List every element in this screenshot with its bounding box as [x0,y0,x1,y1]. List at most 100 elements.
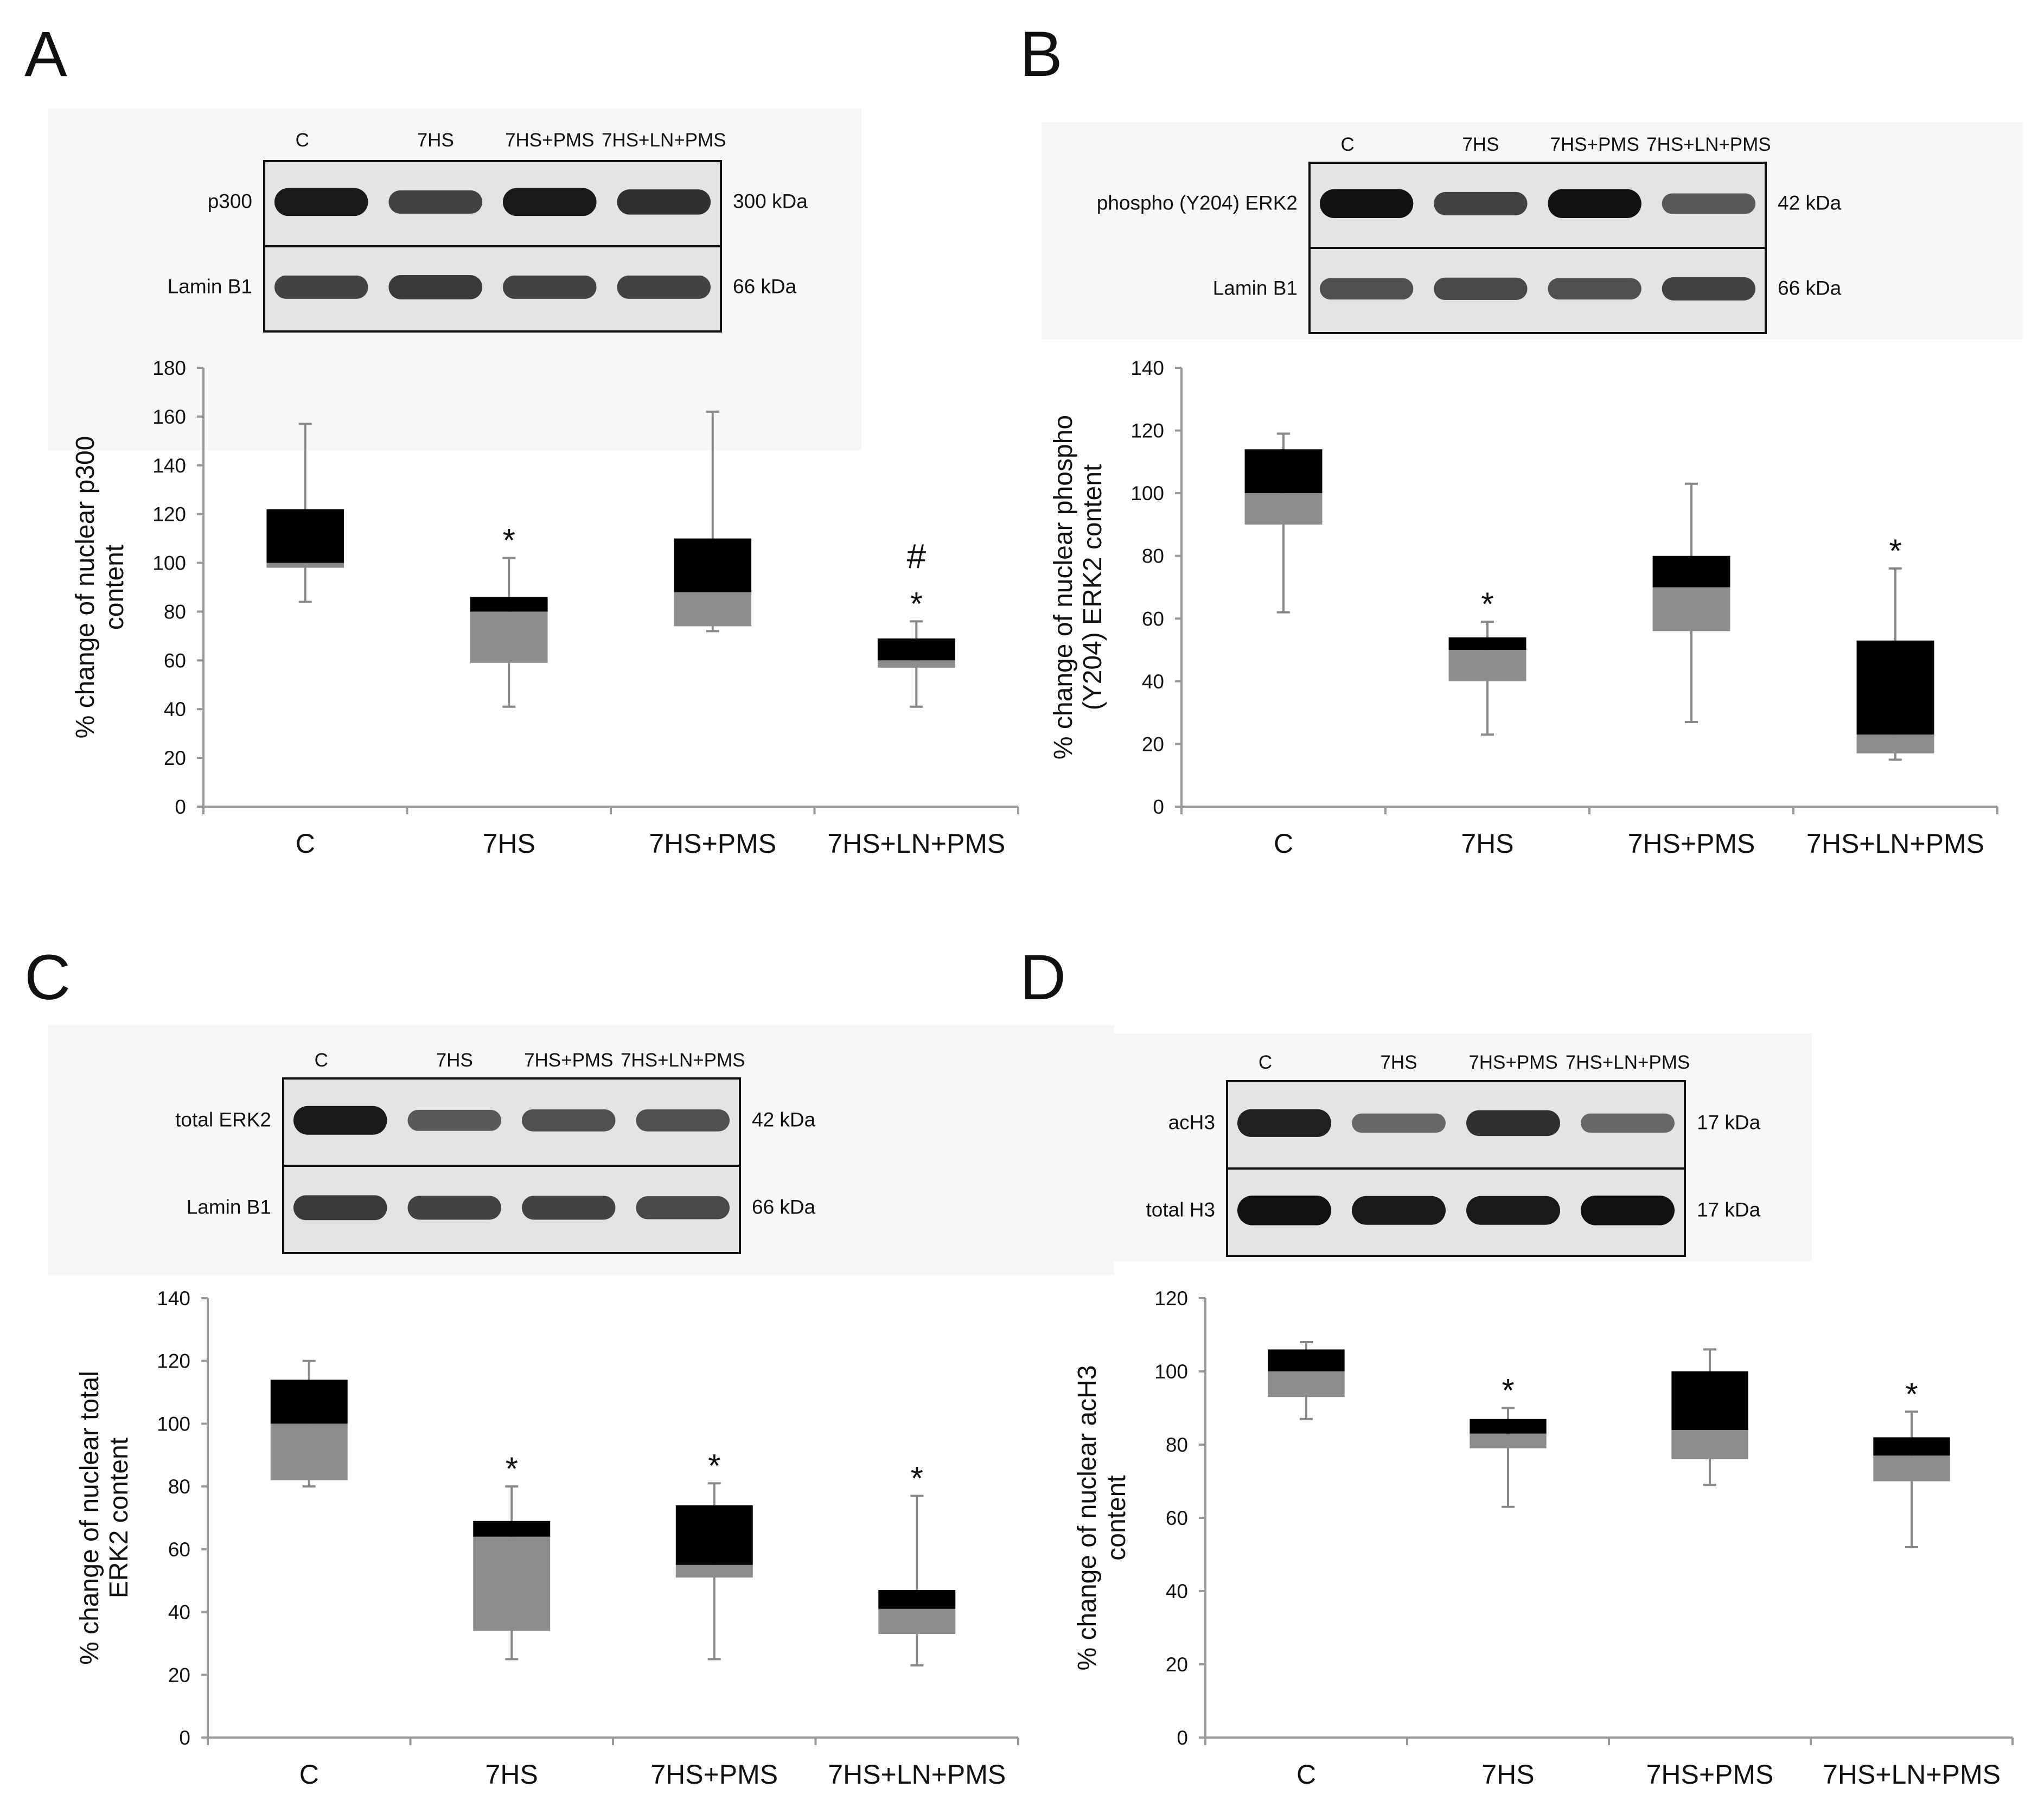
box-upper [877,638,955,661]
blot-band [521,1196,616,1220]
box-2: * [675,1447,753,1661]
y-axis-title: % change of nuclear acH3 content [1073,1365,1131,1670]
y-tick-label: 0 [1177,1727,1188,1749]
protein-label: p300 [208,190,252,212]
y-tick-label: 40 [1142,671,1164,693]
y-tick-label: 120 [152,503,186,526]
y-tick-label: 0 [179,1727,190,1749]
box-0 [1268,1341,1345,1420]
panel-c: C C 7HS 7HS+PMS 7HS+LN+PMS total ERK2 42 kDa La… [24,942,1114,1790]
box-upper [473,1521,551,1537]
y-tick-label: 140 [157,1287,190,1310]
y-tick-label: 60 [1166,1507,1188,1529]
box-3: * [1856,533,1934,761]
blot-band [1319,278,1414,300]
blot-band [1580,1195,1675,1225]
blot-band [274,188,368,216]
y-tick-label: 20 [164,747,186,769]
y-tick-label: 0 [1153,796,1164,818]
blot-band [1237,1109,1332,1137]
x-category-label: 7HS+LN+PMS [1823,1759,2001,1790]
blot-band [1351,1113,1446,1133]
box-3: * [878,1460,956,1666]
blot-band [1662,277,1756,301]
x-category-label: 7HS+PMS [1628,828,1755,859]
kda-label: 66 kDa [752,1196,816,1218]
y-tick-label: 140 [1130,357,1164,379]
y-axis-title-line: % change of nuclear phospho [1049,415,1078,759]
y-tick-label: 20 [168,1664,190,1686]
blot-band [293,1106,387,1135]
y-tick-label: 160 [152,406,186,428]
lane-label: 7HS+LN+PMS [1566,1052,1690,1073]
blot-band [1237,1195,1332,1225]
blot-band [1351,1196,1446,1225]
y-tick-label: 60 [168,1538,190,1561]
blot-band [1434,191,1528,215]
x-category-label: 7HS+PMS [1646,1759,1774,1790]
box-upper [270,1380,348,1424]
lane-label: 7HS+PMS [1468,1052,1557,1073]
box-lower [675,1565,753,1578]
x-category-label: 7HS+LN+PMS [828,1759,1006,1790]
box-1: * [473,1451,551,1661]
y-axis-title-line: % change of nuclear p300 [71,436,100,739]
protein-label: acH3 [1168,1112,1215,1134]
box-lower [1448,650,1526,681]
box-plot: 0 20 40 60 80 100 120 140 % change of nuclear ph… [1049,357,1998,859]
y-tick-label: 120 [1130,420,1164,442]
kda-label: 66 kDa [733,275,797,297]
box-1: * [1470,1372,1547,1508]
box-upper [674,538,752,592]
blot-band [407,1109,502,1131]
protein-label: Lamin B1 [1213,277,1298,299]
y-tick-label: 20 [1142,733,1164,755]
blot-band [293,1195,387,1221]
x-category-label: 7HS+LN+PMS [827,828,1005,859]
blot-band [407,1196,502,1220]
box-upper [878,1590,956,1609]
lane-label: 7HS [417,130,454,151]
kda-label: 66 kDa [1778,277,1842,299]
kda-label: 42 kDa [752,1109,816,1131]
panel-letter: D [1020,942,1066,1013]
y-tick-label: 40 [1166,1580,1188,1602]
panel-d: D C 7HS 7HS+PMS 7HS+LN+PMS acH3 17 kDa total H3… [1020,942,2014,1790]
box-lower [270,1423,348,1480]
y-tick-label: 40 [168,1601,190,1624]
blot-band [1466,1110,1561,1136]
y-tick-label: 80 [1166,1434,1188,1456]
x-category-label: C [296,828,315,859]
y-tick-label: 0 [175,796,186,818]
protein-label: total ERK2 [175,1109,271,1131]
x-category-label: 7HS+PMS [650,1759,778,1790]
box-lower [1671,1430,1748,1459]
blot-band [388,190,483,214]
y-tick-label: 60 [1142,608,1164,630]
significance-asterisk: * [910,585,923,622]
kda-label: 17 kDa [1697,1199,1761,1221]
box-lower [1873,1455,1950,1482]
kda-label: 42 kDa [1778,191,1842,214]
box-lower [266,563,344,568]
box-0 [270,1359,348,1488]
x-category-label: 7HS [1481,1759,1534,1790]
box-lower [470,611,548,663]
y-tick-label: 60 [164,649,186,672]
lane-label: 7HS+LN+PMS [602,130,726,151]
box-lower [1856,735,1934,754]
box-2 [1652,482,1730,723]
box-3: * [1873,1376,1950,1548]
blot-band [521,1109,616,1132]
western-blot: C 7HS 7HS+PMS 7HS+LN+PMS phospho (Y204) ERK2… [1097,134,1842,334]
y-axis-title-line: ERK2 content [105,1438,133,1598]
y-tick-label: 100 [1154,1361,1188,1383]
significance-asterisk: * [1905,1376,1918,1412]
y-tick-label: 100 [152,552,186,574]
blot-band [1548,189,1641,219]
box-3: *# [877,537,955,708]
y-axis-title-line: content [1102,1475,1131,1560]
box-0 [1244,432,1323,614]
lane-label: 7HS+LN+PMS [1646,134,1771,155]
box-upper [1244,449,1323,494]
